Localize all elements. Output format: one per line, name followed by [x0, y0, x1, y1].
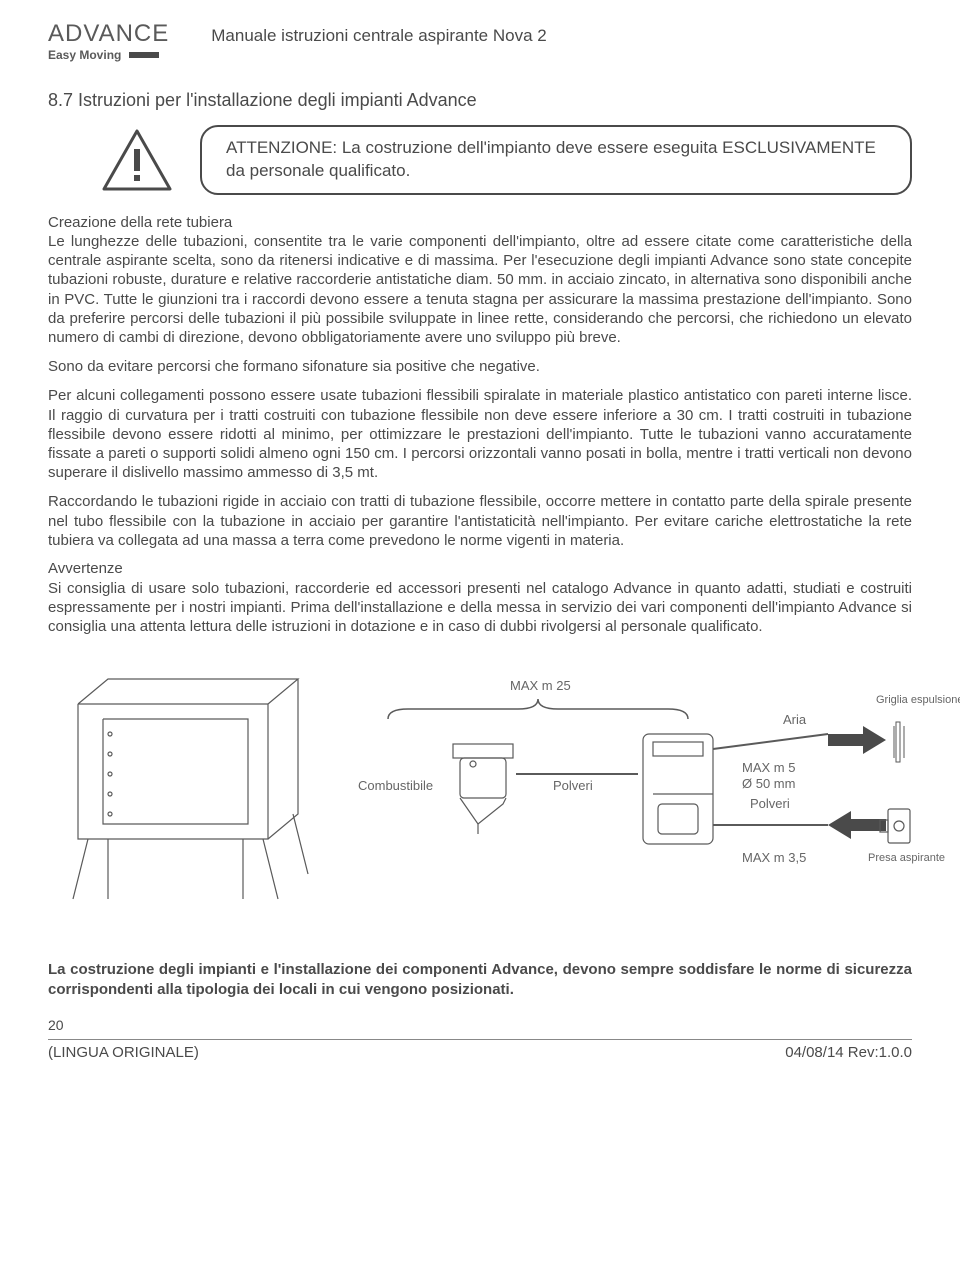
installation-diagram: MAX m 25 Combustibile Polveri Aria MAX m… — [48, 664, 912, 924]
logo-sub-text: Easy Moving — [48, 48, 121, 62]
warning-triangle-icon — [102, 129, 172, 191]
page-footer: (LINGUA ORIGINALE) 04/08/14 Rev:1.0.0 — [48, 1039, 912, 1061]
footer-lang: (LINGUA ORIGINALE) — [48, 1044, 199, 1061]
page-number: 20 — [48, 1017, 912, 1033]
section-heading: 8.7 Istruzioni per l'installazione degli… — [48, 90, 912, 111]
body-paragraph-3: Per alcuni collegamenti possono essere u… — [48, 386, 912, 482]
body-paragraph-4: Raccordando le tubazioni rigide in accia… — [48, 492, 912, 550]
label-diam-50: Ø 50 mm — [742, 776, 795, 791]
page-header: ADVANCE Easy Moving Manuale istruzioni c… — [48, 20, 912, 62]
label-aria: Aria — [783, 712, 806, 727]
avvertenze-text: Si consiglia di usare solo tubazioni, ra… — [48, 579, 912, 637]
body-paragraph-1: Creazione della rete tubiera Le lunghezz… — [48, 213, 912, 347]
label-presa: Presa aspirante — [868, 852, 948, 864]
label-polveri-1: Polveri — [553, 778, 593, 793]
manual-page: ADVANCE Easy Moving Manuale istruzioni c… — [0, 0, 960, 1279]
brand-logo: ADVANCE Easy Moving — [48, 20, 169, 62]
logo-sub-row: Easy Moving — [48, 48, 159, 62]
closing-note: La costruzione degli impianti e l'instal… — [48, 960, 912, 999]
logo-main-text: ADVANCE — [48, 20, 169, 48]
label-griglia: Griglia espulsione aria — [876, 694, 946, 706]
label-combustibile: Combustibile — [358, 778, 433, 793]
avvertenze-heading: Avvertenze — [48, 560, 912, 577]
p1-head: Creazione della rete tubiera — [48, 213, 912, 232]
label-max-m25: MAX m 25 — [510, 678, 571, 693]
label-max-m35: MAX m 3,5 — [742, 850, 806, 865]
footer-rev: 04/08/14 Rev:1.0.0 — [785, 1044, 912, 1061]
warning-block: ATTENZIONE: La costruzione dell'impianto… — [102, 125, 912, 195]
document-title: Manuale istruzioni centrale aspirante No… — [211, 20, 546, 46]
logo-bar-icon — [129, 52, 159, 58]
body-paragraph-2: Sono da evitare percorsi che formano sif… — [48, 357, 912, 376]
label-polveri-2: Polveri — [750, 796, 790, 811]
p1-text: Le lunghezze delle tubazioni, consentite… — [48, 233, 912, 346]
label-max-m5: MAX m 5 — [742, 760, 795, 775]
warning-text-box: ATTENZIONE: La costruzione dell'impianto… — [200, 125, 912, 195]
